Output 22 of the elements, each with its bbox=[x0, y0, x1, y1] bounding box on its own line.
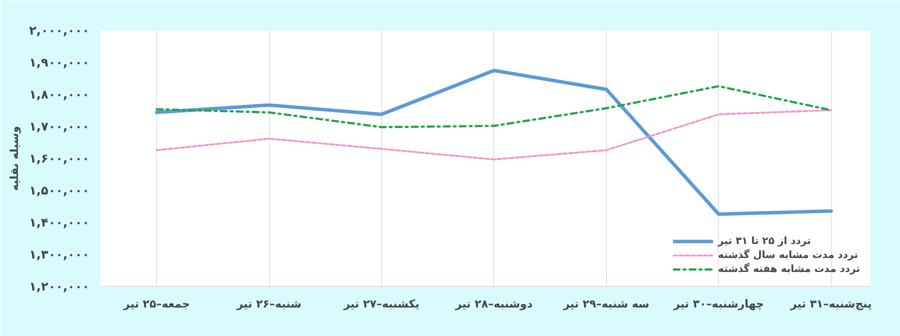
x-tick-label: سه شنبه–۲۹ تیر bbox=[562, 298, 650, 310]
y-tick-label: ۲,۰۰۰,۰۰۰ bbox=[29, 24, 90, 38]
x-tick-label: شنبه–۲۶ تیر bbox=[236, 298, 302, 310]
line-series bbox=[154, 68, 833, 216]
legend-label: تردد از ۲۵ تا ۳۱ تیر bbox=[718, 234, 811, 248]
y-tick-label: ۱,۲۰۰,۰۰۰ bbox=[29, 280, 90, 294]
x-tick-label: پنج‌شنبه–۳۱ تیر bbox=[790, 298, 872, 310]
x-tick-label: جمعه–۲۵ تیر bbox=[122, 298, 190, 310]
legend-label: تردد مدت مشابه هفته گذشته bbox=[718, 262, 860, 276]
y-tick-label: ۱,۵۰۰,۰۰۰ bbox=[29, 184, 90, 198]
y-tick-label: ۱,۳۰۰,۰۰۰ bbox=[29, 248, 90, 262]
y-tick-label: ۱,۶۰۰,۰۰۰ bbox=[29, 152, 90, 166]
legend-label: تردد مدت مشابه سال گذشته bbox=[718, 248, 858, 262]
x-tick-label: یکشنبه–۲۷ تیر bbox=[342, 298, 420, 310]
y-tick-label: ۱,۴۰۰,۰۰۰ bbox=[29, 216, 90, 230]
y-tick-label: ۱,۸۰۰,۰۰۰ bbox=[29, 88, 90, 102]
line-series bbox=[156, 109, 832, 160]
x-tick-label: دوشنبه–۲۸ تیر bbox=[454, 298, 533, 310]
x-tick-label: چهارشنبه–۳۰ تیر bbox=[672, 298, 764, 310]
y-tick-label: ۱,۹۰۰,۰۰۰ bbox=[29, 56, 90, 70]
y-axis-title: وسیله نقلیه bbox=[8, 126, 22, 191]
y-tick-label: ۱,۷۰۰,۰۰۰ bbox=[29, 120, 90, 134]
